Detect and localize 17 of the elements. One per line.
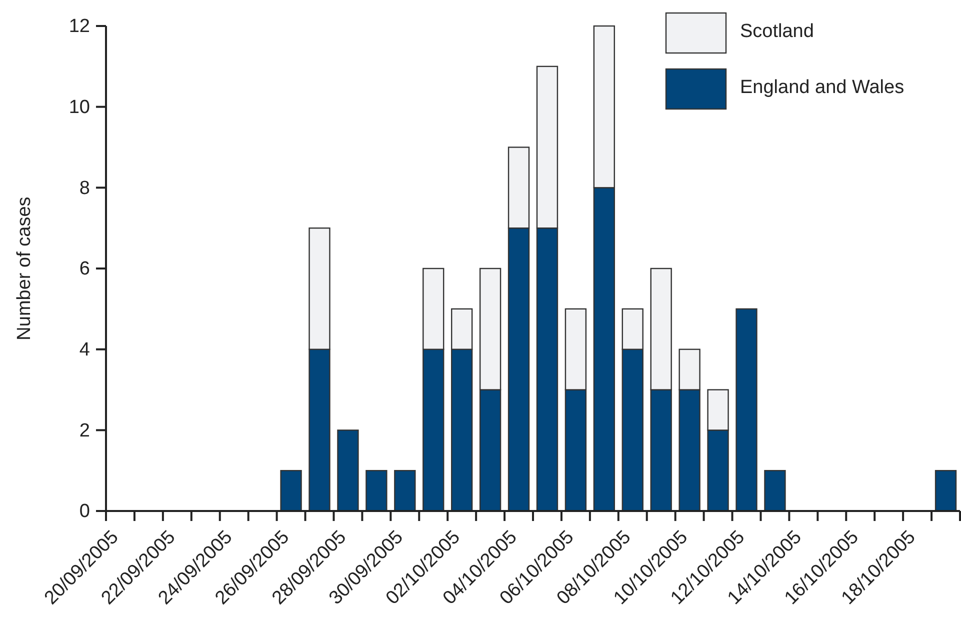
bar <box>934 470 957 512</box>
bar <box>280 470 302 512</box>
y-tick-label: 2 <box>79 420 90 442</box>
y-tick-label: 12 <box>68 16 90 38</box>
legend-label: England and Wales <box>740 77 904 98</box>
bar <box>337 430 359 512</box>
y-tick-label: 8 <box>79 178 90 199</box>
y-axis-title: Number of cases <box>14 196 35 340</box>
y-tick-label: 6 <box>79 258 90 280</box>
y-tick-label: 4 <box>79 339 90 360</box>
bar <box>394 470 416 512</box>
legend-label: Scotland <box>740 21 814 42</box>
y-tick-label: 10 <box>68 96 90 118</box>
y-tick-label: 0 <box>79 501 90 522</box>
bar <box>764 470 786 512</box>
bar <box>736 308 758 512</box>
bar <box>366 470 388 512</box>
